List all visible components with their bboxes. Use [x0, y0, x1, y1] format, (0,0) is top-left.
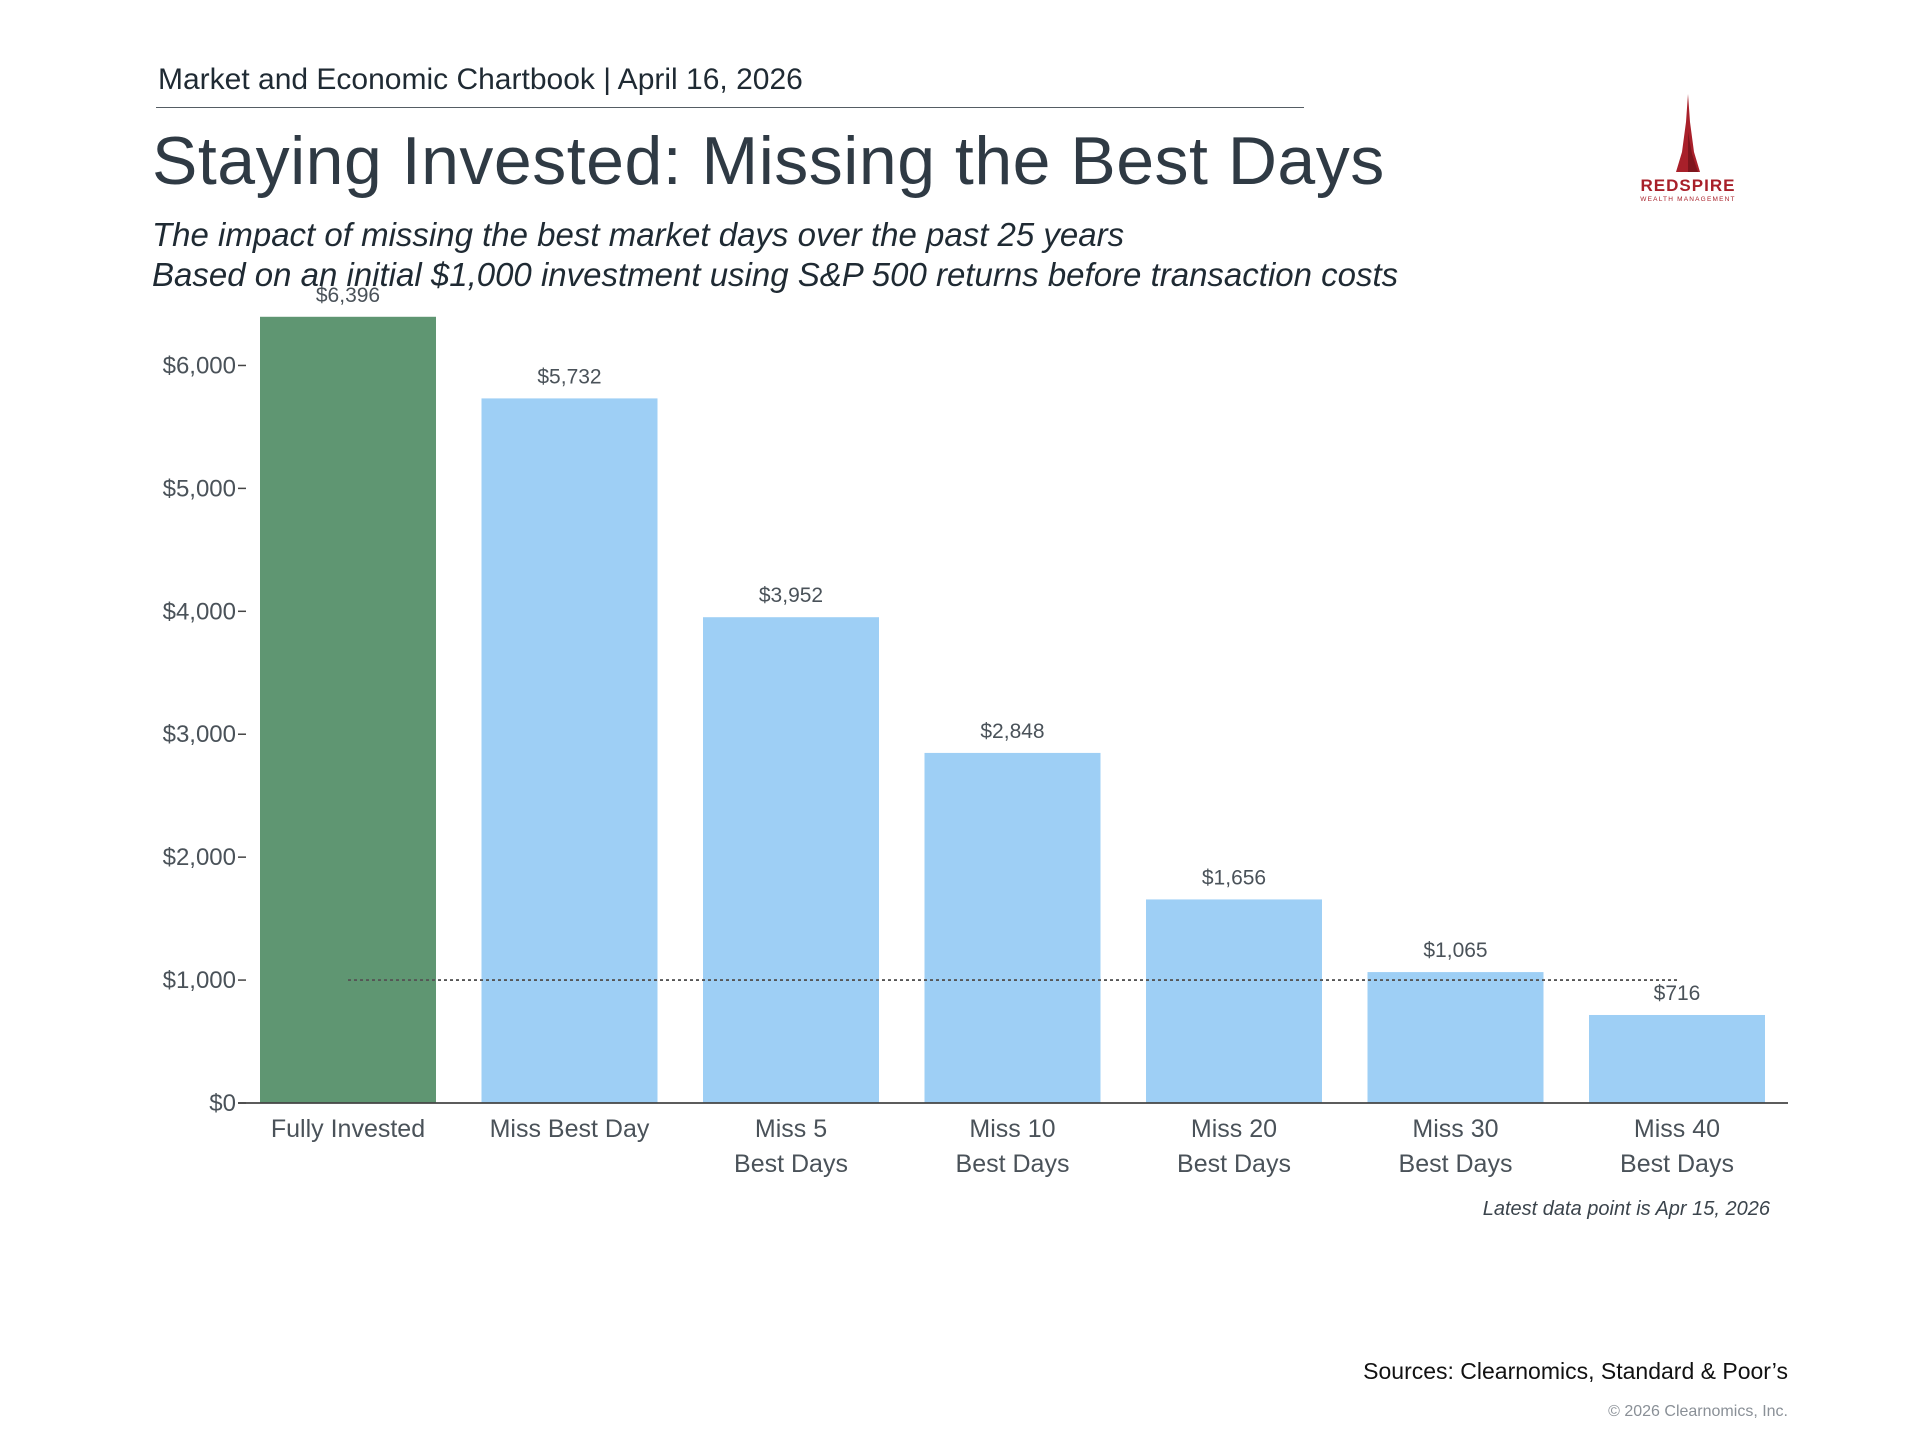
bar: [924, 752, 1101, 1103]
x-category-label: Best Days: [1177, 1150, 1291, 1178]
y-tick-label: $3,000: [163, 721, 236, 748]
x-category-label: Best Days: [1620, 1150, 1734, 1178]
copyright-text: © 2026 Clearnomics, Inc.: [1608, 1403, 1788, 1420]
bar-value-label: $3,952: [759, 584, 823, 607]
y-tick-label: $1,000: [163, 967, 236, 994]
data-note: Latest data point is Apr 15, 2026: [1482, 1198, 1770, 1220]
bar: [1146, 899, 1322, 1103]
logo-tagline: WEALTH MANAGEMENT: [1640, 196, 1736, 203]
x-category-label: Best Days: [1399, 1150, 1513, 1178]
x-category-label: Best Days: [734, 1150, 848, 1178]
bar-value-label: $5,732: [537, 365, 601, 388]
bar-value-label: $1,065: [1423, 939, 1487, 962]
x-category-label: Miss 40: [1634, 1115, 1720, 1143]
y-tick-label: $5,000: [163, 475, 236, 502]
bar: [1589, 1014, 1765, 1103]
y-tick-label: $4,000: [163, 598, 236, 625]
y-tick-label: $6,000: [163, 352, 236, 379]
bar: [260, 316, 436, 1103]
page-title: Staying Invested: Missing the Best Days: [152, 123, 1385, 199]
redspire-logo: REDSPIRE WEALTH MANAGEMENT: [1628, 92, 1748, 210]
bar: [1367, 972, 1544, 1103]
chartbook-header: Market and Economic Chartbook | April 16…: [158, 63, 803, 96]
bar-value-label: $2,848: [980, 720, 1044, 743]
subtitle-line-2: Based on an initial $1,000 investment us…: [152, 256, 1399, 293]
bar-value-label: $716: [1654, 982, 1701, 1005]
header-divider: [156, 107, 1304, 108]
x-category-label: Best Days: [956, 1150, 1070, 1178]
spire-icon: [1676, 94, 1700, 172]
x-category-label: Miss 5: [755, 1115, 827, 1143]
subtitle-line-1: The impact of missing the best market da…: [152, 216, 1125, 253]
bar-value-label: $6,396: [316, 284, 380, 307]
x-category-label: Miss 20: [1191, 1115, 1277, 1143]
logo-wordmark: REDSPIRE: [1640, 176, 1736, 195]
bar: [481, 398, 658, 1104]
x-category-label: Miss 10: [969, 1115, 1055, 1143]
sources-text: Sources: Clearnomics, Standard & Poor’s: [1363, 1358, 1788, 1384]
y-tick-label: $0: [209, 1090, 236, 1117]
x-category-label: Miss Best Day: [490, 1115, 650, 1143]
y-tick-label: $2,000: [163, 844, 236, 871]
x-category-label: Miss 30: [1412, 1115, 1498, 1143]
bar: [703, 617, 879, 1103]
x-category-label: Fully Invested: [271, 1115, 425, 1143]
bar-value-label: $1,656: [1202, 866, 1266, 889]
